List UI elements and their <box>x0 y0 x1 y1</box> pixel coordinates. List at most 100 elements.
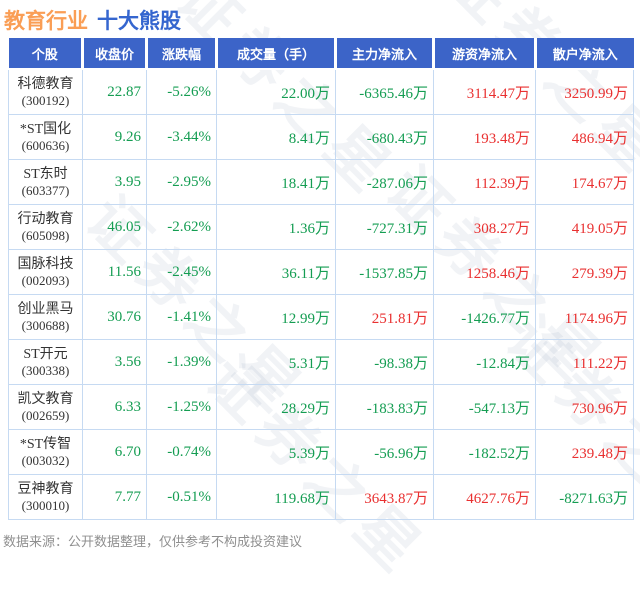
volume-cell: 5.39万 <box>216 429 336 475</box>
hot-money-inflow-cell: 193.48万 <box>433 114 536 160</box>
column-header-close: 收盘价 <box>81 38 147 70</box>
stock-name-cell: 创业黑马 (300688) <box>8 294 83 340</box>
table-row: ST东时 (603377) 3.95 -2.95% 18.41万 -287.06万 112.… <box>8 159 634 205</box>
table-row: 行动教育 (605098) 46.05 -2.62% 1.36万 -727.31万 308.… <box>8 204 634 250</box>
column-header-change: 涨跌幅 <box>145 38 217 70</box>
hot-money-inflow-cell: 1258.46万 <box>433 249 536 295</box>
main-inflow-cell: -680.43万 <box>335 114 434 160</box>
change-percent-cell: -1.39% <box>146 339 217 385</box>
change-percent-cell: -3.44% <box>146 114 217 160</box>
table-row: 科德教育 (300192) 22.87 -5.26% 22.00万 -6365.46万 31… <box>8 68 634 115</box>
stock-name: 豆神教育 <box>17 481 74 497</box>
stock-name: 凯文教育 <box>17 391 74 407</box>
retail-inflow-cell: 3250.99万 <box>535 68 634 115</box>
stock-code: (002659) <box>21 407 70 423</box>
column-header-retail-inflow: 散户净流入 <box>534 38 634 70</box>
change-percent-cell: -2.95% <box>146 159 217 205</box>
stock-name: 国脉科技 <box>17 256 74 272</box>
stock-code: (300192) <box>21 92 70 108</box>
volume-cell: 18.41万 <box>216 159 336 205</box>
close-price-cell: 3.56 <box>82 339 147 385</box>
hot-money-inflow-cell: -547.13万 <box>433 384 536 430</box>
close-price-cell: 22.87 <box>82 68 147 115</box>
stock-name: 行动教育 <box>17 211 74 227</box>
close-price-cell: 6.33 <box>82 384 147 430</box>
stock-name-cell: 行动教育 (605098) <box>8 204 83 250</box>
volume-cell: 5.31万 <box>216 339 336 385</box>
change-percent-cell: -1.41% <box>146 294 217 340</box>
column-header-main-inflow: 主力净流入 <box>334 38 434 70</box>
close-price-cell: 7.77 <box>82 474 147 520</box>
volume-cell: 119.68万 <box>216 474 336 520</box>
stock-code: (300688) <box>21 317 70 333</box>
stock-name: 科德教育 <box>17 76 74 92</box>
hot-money-inflow-cell: 308.27万 <box>433 204 536 250</box>
table-row: ST开元 (300338) 3.56 -1.39% 5.31万 -98.38万 -12.84… <box>8 339 634 385</box>
title-industry: 教育行业 <box>4 10 88 33</box>
main-inflow-cell: -56.96万 <box>335 429 434 475</box>
stock-code: (600636) <box>21 137 70 153</box>
volume-cell: 1.36万 <box>216 204 336 250</box>
volume-cell: 12.99万 <box>216 294 336 340</box>
hot-money-inflow-cell: 3114.47万 <box>433 68 536 115</box>
change-percent-cell: -5.26% <box>146 68 217 115</box>
stock-name-cell: *ST国化 (600636) <box>8 114 83 160</box>
main-inflow-cell: -727.31万 <box>335 204 434 250</box>
retail-inflow-cell: 239.48万 <box>535 429 634 475</box>
hot-money-inflow-cell: -182.52万 <box>433 429 536 475</box>
change-percent-cell: -2.62% <box>146 204 217 250</box>
stock-name-cell: 凯文教育 (002659) <box>8 384 83 430</box>
main-inflow-cell: -6365.46万 <box>335 68 434 115</box>
stock-name: *ST传智 <box>19 436 72 452</box>
page-title: 教育行业 十大熊股 <box>4 5 181 35</box>
retail-inflow-cell: 111.22万 <box>535 339 634 385</box>
table-row: 国脉科技 (002093) 11.56 -2.45% 36.11万 -1537.85万 12… <box>8 249 634 295</box>
retail-inflow-cell: 730.96万 <box>535 384 634 430</box>
stock-name: ST东时 <box>23 166 68 182</box>
close-price-cell: 3.95 <box>82 159 147 205</box>
table-row: 凯文教育 (002659) 6.33 -1.25% 28.29万 -183.83万 -547… <box>8 384 634 430</box>
stock-name-cell: *ST传智 (003032) <box>8 429 83 475</box>
retail-inflow-cell: 174.67万 <box>535 159 634 205</box>
stock-name-cell: 科德教育 (300192) <box>8 68 83 115</box>
table-body: 科德教育 (300192) 22.87 -5.26% 22.00万 -6365.46万 31… <box>8 68 634 520</box>
stock-name-cell: ST开元 (300338) <box>8 339 83 385</box>
retail-inflow-cell: 419.05万 <box>535 204 634 250</box>
main-inflow-cell: 251.81万 <box>335 294 434 340</box>
hot-money-inflow-cell: 112.39万 <box>433 159 536 205</box>
stock-code: (603377) <box>21 182 70 198</box>
volume-cell: 8.41万 <box>216 114 336 160</box>
stock-name: ST开元 <box>23 346 68 362</box>
retail-inflow-cell: 1174.96万 <box>535 294 634 340</box>
stock-code: (002093) <box>21 272 70 288</box>
column-header-stock: 个股 <box>8 38 83 70</box>
stock-code: (605098) <box>21 227 70 243</box>
hot-money-inflow-cell: -12.84万 <box>433 339 536 385</box>
stock-name-cell: 豆神教育 (300010) <box>8 474 83 520</box>
close-price-cell: 6.70 <box>82 429 147 475</box>
table-row: *ST传智 (003032) 6.70 -0.74% 5.39万 -56.96万 -182.… <box>8 429 634 475</box>
stock-name: 创业黑马 <box>17 301 74 317</box>
volume-cell: 28.29万 <box>216 384 336 430</box>
hot-money-inflow-cell: 4627.76万 <box>433 474 536 520</box>
table-row: 创业黑马 (300688) 30.76 -1.41% 12.99万 251.81万 -142… <box>8 294 634 340</box>
change-percent-cell: -0.74% <box>146 429 217 475</box>
stock-name: *ST国化 <box>19 121 72 137</box>
close-price-cell: 11.56 <box>82 249 147 295</box>
change-percent-cell: -1.25% <box>146 384 217 430</box>
main-inflow-cell: -1537.85万 <box>335 249 434 295</box>
column-header-hot-inflow: 游资净流入 <box>432 38 536 70</box>
stock-code: (300010) <box>21 497 70 513</box>
hot-money-inflow-cell: -1426.77万 <box>433 294 536 340</box>
retail-inflow-cell: -8271.63万 <box>535 474 634 520</box>
close-price-cell: 46.05 <box>82 204 147 250</box>
retail-inflow-cell: 486.94万 <box>535 114 634 160</box>
table-header: 个股 收盘价 涨跌幅 成交量（手） 主力净流入 游资净流入 散户净流入 <box>8 38 634 70</box>
data-source-note: 数据来源：公开数据整理，仅供参考不构成投资建议 <box>3 534 303 549</box>
main-inflow-cell: 3643.87万 <box>335 474 434 520</box>
retail-inflow-cell: 279.39万 <box>535 249 634 295</box>
main-inflow-cell: -287.06万 <box>335 159 434 205</box>
stock-code: (300338) <box>21 362 70 378</box>
stock-name-cell: 国脉科技 (002093) <box>8 249 83 295</box>
volume-cell: 36.11万 <box>216 249 336 295</box>
